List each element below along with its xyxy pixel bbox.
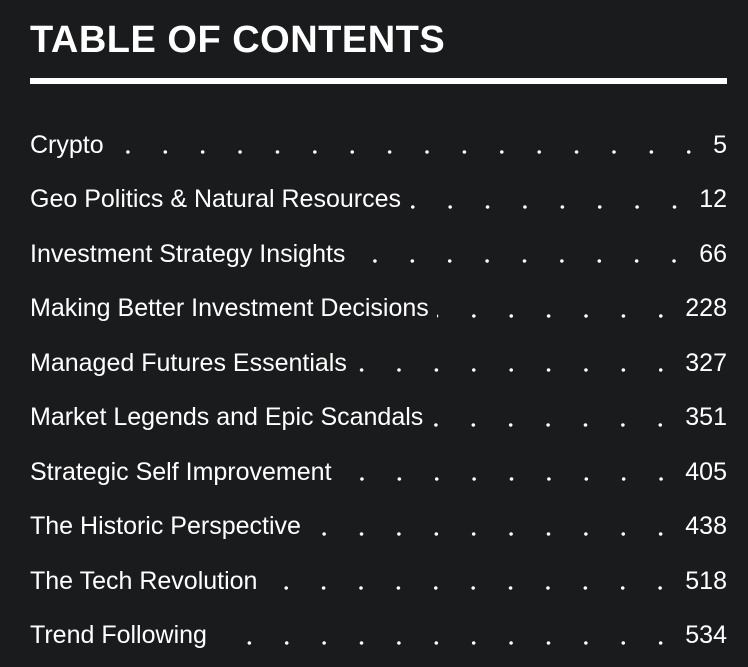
title-underline-divider [30,78,727,84]
dot-leader [214,640,680,645]
toc-entry-label: Making Better Investment Decisions [30,294,437,324]
toc-entry-page-number: 5 [707,130,727,160]
toc-entry-label: Investment Strategy Insights [30,239,354,269]
toc-entry-page-number: 12 [693,185,727,215]
toc-entry-self-improvement[interactable]: Strategic Self Improvement 405 [30,445,727,500]
dot-leader [408,204,694,209]
dot-leader [111,150,708,155]
toc-entry-page-number: 405 [679,457,727,487]
toc-entry-page-number: 66 [693,239,727,269]
toc-entry-label: The Historic Perspective [30,512,309,542]
dot-leader [353,259,694,264]
page-title: TABLE OF CONTENTS [30,19,446,61]
toc-entry-page-number: 438 [679,512,727,542]
toc-entry-label: Trend Following [30,621,215,651]
dot-leader [431,422,680,427]
toc-entry-trend-following[interactable]: Trend Following 534 [30,609,727,664]
toc-entry-market-legends[interactable]: Market Legends and Epic Scandals 351 [30,391,727,446]
dot-leader [265,586,680,591]
toc-entry-page-number: 534 [679,621,727,651]
toc-entry-tech-revolution[interactable]: The Tech Revolution 518 [30,554,727,609]
toc-entry-better-decisions[interactable]: Making Better Investment Decisions 228 [30,282,727,337]
dot-leader [308,531,680,536]
toc-entry-crypto[interactable]: Crypto 5 [30,118,727,173]
toc-entry-page-number: 518 [679,566,727,596]
toc-list: Crypto 5 Geo Politics & Natural Resource… [30,118,727,663]
toc-entry-page-number: 228 [679,294,727,324]
toc-entry-investment-strategy[interactable]: Investment Strategy Insights 66 [30,227,727,282]
toc-entry-label: Strategic Self Improvement [30,457,340,487]
toc-entry-label: The Tech Revolution [30,566,266,596]
dot-leader [339,477,680,482]
toc-entry-label: Crypto [30,130,112,160]
toc-entry-historic-perspective[interactable]: The Historic Perspective 438 [30,500,727,555]
toc-entry-label: Geo Politics & Natural Resources [30,185,409,215]
dot-leader [436,313,680,318]
toc-entry-page-number: 327 [679,348,727,378]
toc-entry-label: Managed Futures Essentials [30,348,355,378]
toc-entry-page-number: 351 [679,403,727,433]
toc-entry-label: Market Legends and Epic Scandals [30,403,432,433]
toc-entry-geo-politics[interactable]: Geo Politics & Natural Resources 12 [30,173,727,228]
toc-entry-managed-futures[interactable]: Managed Futures Essentials 327 [30,336,727,391]
dot-leader [354,368,680,373]
